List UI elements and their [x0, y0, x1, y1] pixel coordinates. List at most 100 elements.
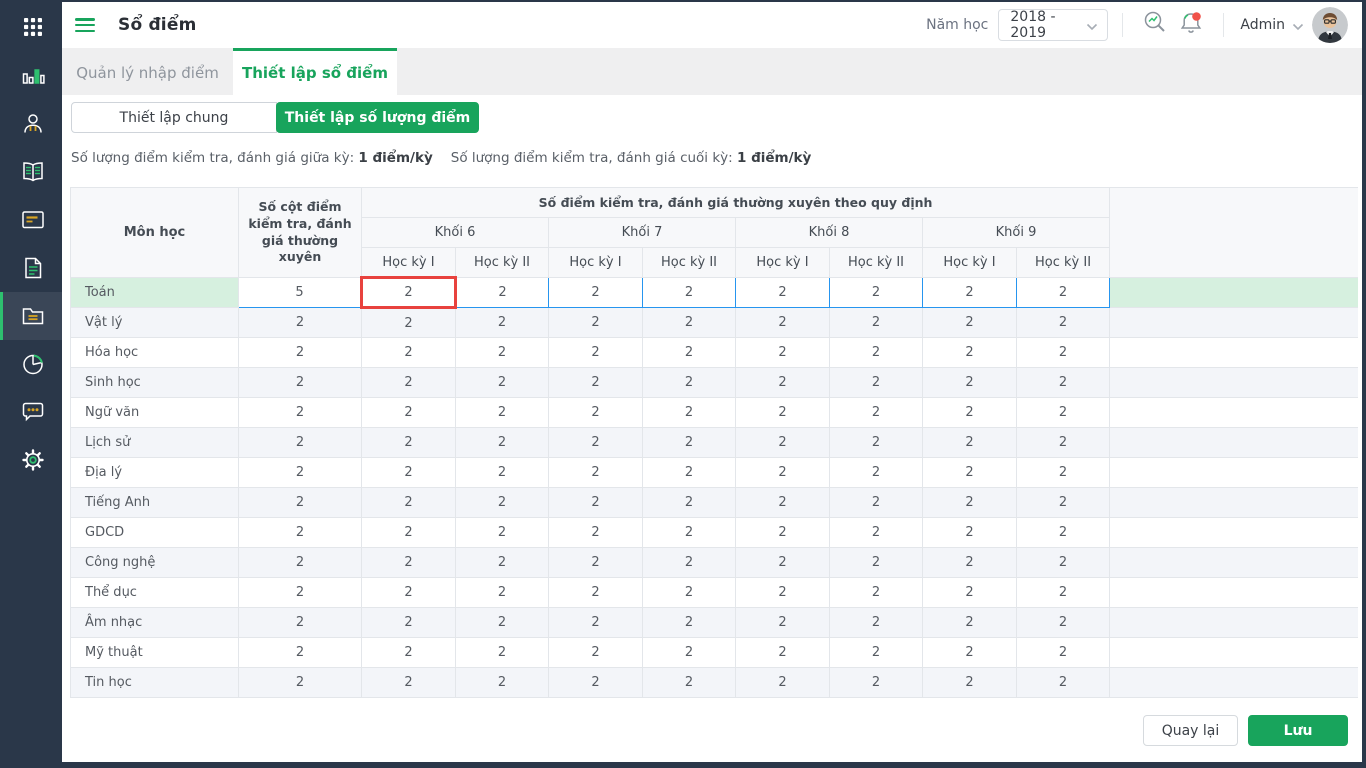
search-stats-button[interactable]: [1140, 10, 1170, 40]
score-cell[interactable]: 2: [548, 577, 643, 608]
score-cell[interactable]: 2: [455, 637, 549, 668]
score-cell[interactable]: 2: [548, 547, 643, 578]
notifications-button[interactable]: [1176, 10, 1206, 40]
regular-count-cell[interactable]: 2: [238, 397, 362, 428]
score-cell[interactable]: 2: [361, 427, 456, 458]
score-cell[interactable]: 2: [922, 397, 1017, 428]
score-cell[interactable]: 2: [642, 337, 736, 368]
score-cell[interactable]: 2: [735, 277, 830, 308]
score-cell[interactable]: 2: [735, 427, 830, 458]
regular-count-cell[interactable]: 2: [238, 547, 362, 578]
sidebar-item-book[interactable]: [0, 148, 62, 196]
score-cell[interactable]: 2: [1015, 517, 1111, 548]
score-cell[interactable]: 2: [735, 637, 830, 668]
score-cell[interactable]: 2: [455, 457, 549, 488]
score-cell[interactable]: 2: [829, 397, 923, 428]
regular-count-cell[interactable]: 2: [238, 577, 362, 608]
save-button[interactable]: Lưu: [1248, 715, 1348, 746]
score-cell[interactable]: 2: [922, 517, 1017, 548]
score-cell[interactable]: 2: [642, 637, 736, 668]
score-cell[interactable]: 2: [735, 307, 830, 338]
score-cell[interactable]: 2: [361, 457, 456, 488]
score-cell[interactable]: 2: [548, 487, 643, 518]
score-cell[interactable]: 2: [455, 517, 549, 548]
score-cell[interactable]: 2: [455, 427, 549, 458]
score-cell[interactable]: 2: [922, 367, 1017, 398]
score-cell[interactable]: 2: [922, 577, 1017, 608]
regular-count-cell[interactable]: 2: [238, 517, 362, 548]
sidebar-item-bar-chart[interactable]: [0, 52, 62, 100]
regular-count-cell[interactable]: 2: [238, 637, 362, 668]
back-button[interactable]: Quay lại: [1143, 715, 1238, 746]
regular-count-cell[interactable]: 2: [238, 457, 362, 488]
score-cell[interactable]: 2: [361, 547, 456, 578]
score-cell[interactable]: 2: [1015, 637, 1111, 668]
score-cell[interactable]: 2: [922, 307, 1017, 338]
score-cell[interactable]: 2: [829, 307, 923, 338]
sidebar-item-pie-chart[interactable]: [0, 340, 62, 388]
score-cell[interactable]: 2: [361, 577, 456, 608]
sidebar-item-settings[interactable]: [0, 436, 62, 484]
score-cell[interactable]: 2: [361, 667, 456, 698]
score-cell[interactable]: 2: [361, 637, 456, 668]
score-cell[interactable]: 2: [1015, 337, 1111, 368]
score-cell[interactable]: 2: [735, 547, 830, 578]
score-cell[interactable]: 2: [548, 457, 643, 488]
regular-count-cell[interactable]: 2: [238, 307, 362, 338]
score-cell[interactable]: 2: [642, 307, 736, 338]
score-cell[interactable]: 2: [829, 667, 923, 698]
score-cell[interactable]: 2: [455, 367, 549, 398]
score-cell[interactable]: 2: [455, 307, 549, 338]
score-cell[interactable]: 2: [361, 517, 456, 548]
score-cell[interactable]: 2: [1015, 457, 1111, 488]
score-cell[interactable]: 2: [922, 547, 1017, 578]
score-cell[interactable]: 2: [642, 667, 736, 698]
score-cell[interactable]: 2: [548, 637, 643, 668]
regular-count-cell[interactable]: 2: [238, 667, 362, 698]
sidebar-item-teacher[interactable]: [0, 100, 62, 148]
score-cell[interactable]: 2: [735, 517, 830, 548]
score-cell[interactable]: 2: [922, 277, 1017, 308]
score-cell[interactable]: 2: [735, 397, 830, 428]
score-cell[interactable]: 2: [829, 487, 923, 518]
score-cell[interactable]: 2: [548, 427, 643, 458]
tab-thiet-lap-so-diem[interactable]: Thiết lập sổ điểm: [233, 48, 397, 95]
score-cell[interactable]: 2: [1015, 667, 1111, 698]
score-cell[interactable]: 2: [829, 607, 923, 638]
score-cell[interactable]: 2: [922, 667, 1017, 698]
score-cell[interactable]: 2: [735, 487, 830, 518]
score-cell[interactable]: 2: [922, 427, 1017, 458]
score-cell[interactable]: 2: [829, 457, 923, 488]
score-cell[interactable]: 2: [1015, 577, 1111, 608]
score-cell[interactable]: 2: [361, 307, 456, 338]
score-cell[interactable]: 2: [1015, 397, 1111, 428]
regular-count-cell[interactable]: 2: [238, 487, 362, 518]
score-cell[interactable]: 2: [455, 397, 549, 428]
score-cell[interactable]: 2: [642, 607, 736, 638]
score-cell[interactable]: 2: [1015, 277, 1111, 308]
score-cell[interactable]: 2: [735, 577, 830, 608]
regular-count-cell[interactable]: 2: [238, 427, 362, 458]
score-cell[interactable]: 2: [922, 607, 1017, 638]
score-cell[interactable]: 2: [642, 457, 736, 488]
score-cell[interactable]: 2: [1015, 367, 1111, 398]
score-cell[interactable]: 2: [642, 547, 736, 578]
score-cell[interactable]: 2: [361, 337, 456, 368]
score-cell[interactable]: 2: [829, 577, 923, 608]
score-cell[interactable]: 2: [829, 367, 923, 398]
score-cell[interactable]: 2: [922, 487, 1017, 518]
score-cell[interactable]: 2: [1015, 307, 1111, 338]
score-cell[interactable]: 2: [735, 667, 830, 698]
score-cell[interactable]: 2: [922, 337, 1017, 368]
score-cell[interactable]: 2: [642, 487, 736, 518]
score-cell[interactable]: 2: [548, 367, 643, 398]
general-settings-button[interactable]: Thiết lập chung: [71, 102, 277, 133]
score-cell[interactable]: 2: [361, 397, 456, 428]
score-cell[interactable]: 2: [829, 427, 923, 458]
score-cell[interactable]: 2: [455, 547, 549, 578]
score-cell[interactable]: 2: [642, 517, 736, 548]
score-cell[interactable]: 2: [1015, 427, 1111, 458]
sidebar-item-folder[interactable]: [0, 292, 62, 340]
score-cell[interactable]: 2: [455, 337, 549, 368]
score-cell[interactable]: 2: [548, 337, 643, 368]
